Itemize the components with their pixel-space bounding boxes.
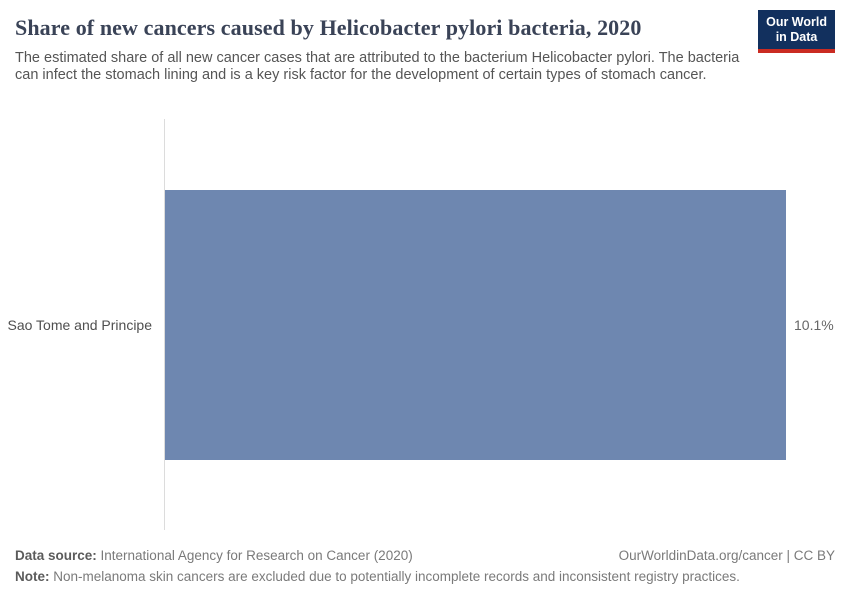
footer-note-row: Note: Non-melanoma skin cancers are excl… — [15, 569, 835, 585]
chart-subtitle: The estimated share of all new cancer ca… — [15, 50, 740, 84]
logo-line-1: Our World — [766, 15, 827, 29]
bar-row: Sao Tome and Principe 10.1% — [0, 190, 850, 460]
bar — [165, 190, 786, 460]
footer-sources-row: Data source: International Agency for Re… — [15, 548, 835, 564]
data-source-line: Data source: International Agency for Re… — [15, 548, 413, 564]
our-world-in-data-logo[interactable]: Our World in Data — [758, 10, 835, 53]
value-label: 10.1% — [794, 317, 834, 333]
note-text: Non-melanoma skin cancers are excluded d… — [49, 569, 740, 584]
chart-title: Share of new cancers caused by Helicobac… — [15, 15, 642, 40]
y-axis-line — [164, 119, 165, 530]
entity-label: Sao Tome and Principe — [7, 317, 153, 333]
logo-line-2: in Data — [775, 30, 818, 44]
data-source-label: Data source: — [15, 548, 97, 563]
attribution-link[interactable]: OurWorldinData.org/cancer | CC BY — [618, 548, 835, 563]
note-label: Note: — [15, 569, 50, 584]
data-source-text: International Agency for Research on Can… — [96, 548, 413, 563]
